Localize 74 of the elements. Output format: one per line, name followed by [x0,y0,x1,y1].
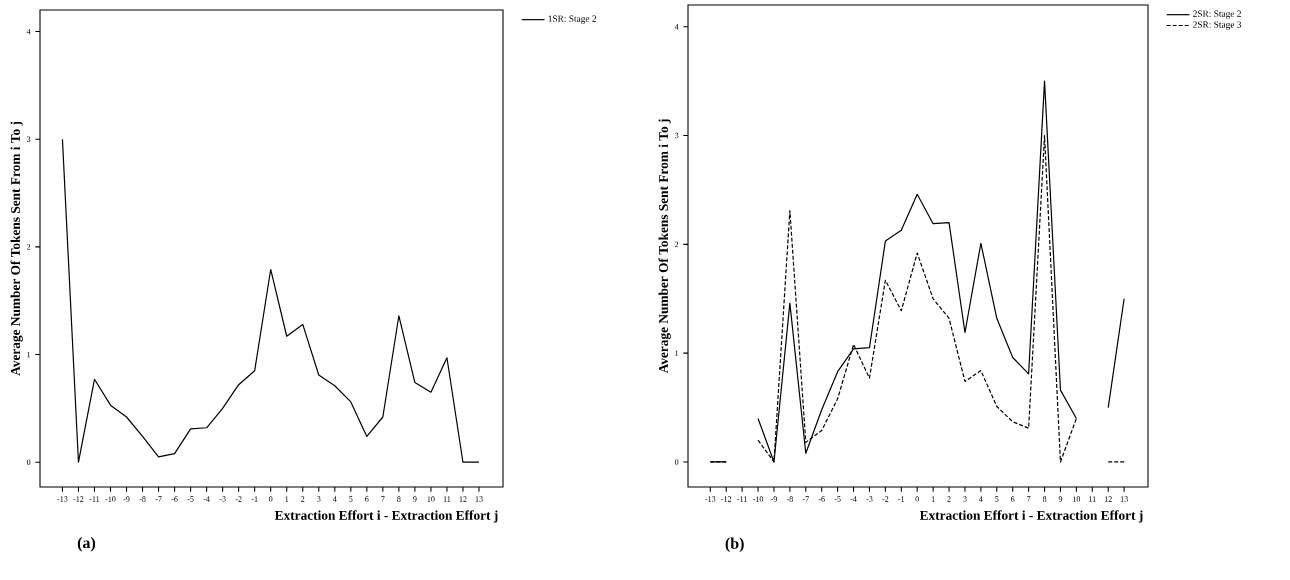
y-axis-title: Average Number Of Tokens Sent From i To j [10,121,23,376]
x-tick-label: -2 [882,496,889,502]
x-tick-label: -11 [89,496,100,502]
x-tick-label: -13 [57,496,68,502]
x-tick-label: 9 [413,496,417,502]
x-tick-label: -4 [850,496,857,502]
x-tick-label: 8 [397,496,401,502]
x-tick-label: -1 [898,496,905,502]
x-tick-label: -7 [802,496,809,502]
text: (a) [77,536,96,552]
x-tick-label: -3 [219,496,226,502]
x-tick-label: -3 [866,496,873,502]
x-tick-label: 12 [1104,496,1112,502]
x-tick-label: 2 [301,496,305,502]
x-tick-label: -11 [737,496,747,502]
x-tick-label: -8 [139,496,146,502]
y-tick-label: 0 [674,459,679,465]
x-tick-label: 1 [931,496,935,502]
x-tick-label: 9 [1058,496,1063,502]
x-tick-label: -9 [770,496,777,502]
x-tick-label: -5 [834,496,841,502]
x-tick-label: 12 [459,496,467,502]
legend-label: 1SR: Stage 2 [548,15,597,24]
x-tick-label: -5 [187,496,194,502]
x-tick-label: -10 [753,496,764,502]
y-tick-label: 2 [26,244,31,250]
x-tick-label: 13 [475,496,483,502]
x-tick-label: -7 [155,496,162,502]
y-tick-label: 4 [26,28,31,35]
x-tick-label: 7 [1027,496,1031,502]
y-tick-label: 2 [674,241,679,247]
x-tick-label: 0 [915,496,919,502]
y-tick-label: 1 [27,351,31,358]
x-tick-label: 5 [995,496,999,502]
y-tick-label: 0 [26,459,31,465]
x-axis-title: Extraction Effort i - Extraction Effort j [274,510,498,523]
x-tick-label: 4 [979,496,983,502]
x-tick-label: 6 [1011,496,1015,502]
x-tick-label: -4 [203,496,210,502]
x-tick-label: 7 [381,496,385,502]
y-tick-label: 3 [675,132,679,139]
x-tick-label: 11 [1089,496,1096,502]
x-tick-label: -8 [786,496,793,502]
x-tick-label: 5 [349,496,353,502]
x-tick-label: -6 [171,496,178,502]
x-tick-label: 2 [947,496,951,502]
x-tick-label: -9 [123,496,130,502]
x-tick-label: 13 [1120,496,1128,502]
x-tick-label: -10 [105,496,116,502]
legend-label: 2SR: Stage 3 [1193,21,1242,30]
line-series [61,138,480,463]
x-tick-label: 1 [285,496,289,502]
x-tick-label: 3 [963,496,967,502]
x-tick-label: -13 [705,496,716,502]
x-tick-label: 0 [269,496,273,502]
x-tick-label: 4 [332,496,337,502]
x-tick-label: 6 [365,496,369,502]
y-tick-label: 1 [675,350,679,356]
y-axis-title: Average Number Of Tokens Sent From i To j [658,119,671,374]
text: (b) [725,537,744,553]
x-tick-label: -1 [251,496,258,502]
x-tick-label: 11 [443,496,451,502]
x-tick-label: -2 [235,496,242,502]
x-axis-title: Extraction Effort i - Extraction Effort j [919,510,1143,523]
y-tick-label: 3 [27,136,31,142]
x-tick-label: 3 [317,496,321,502]
x-tick-label: -12 [73,496,84,502]
legend-label: 2SR: Stage 2 [1193,10,1241,19]
y-tick-label: 4 [674,24,679,30]
x-tick-label: -6 [818,496,825,502]
x-tick-label: 8 [1042,496,1047,502]
x-tick-label: 10 [427,496,435,502]
x-tick-label: -12 [721,496,732,502]
x-tick-label: 10 [1073,496,1081,502]
